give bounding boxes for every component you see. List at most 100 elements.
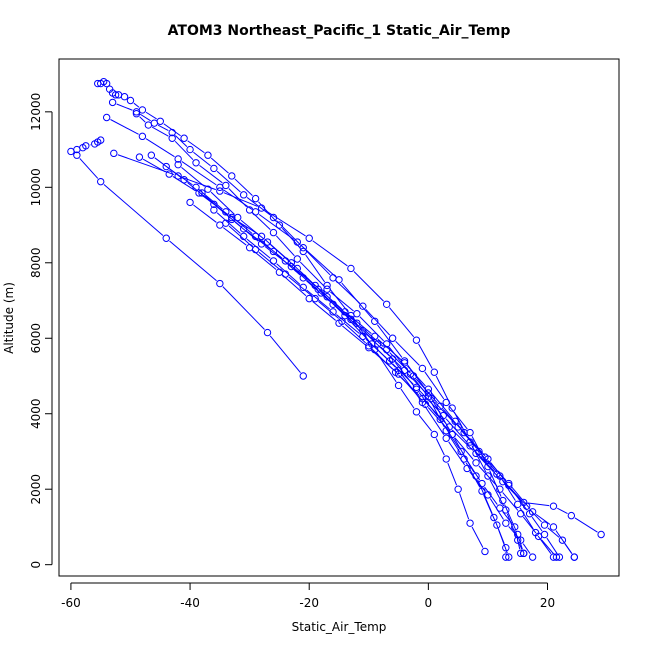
data-point xyxy=(216,279,224,288)
x-tick-label: 20 xyxy=(540,596,555,610)
data-point xyxy=(481,547,489,556)
series-6 xyxy=(132,110,513,561)
series-line-segment xyxy=(288,276,313,297)
data-point xyxy=(186,145,194,154)
data-point xyxy=(263,328,272,337)
data-point xyxy=(466,519,474,527)
series-line-segment xyxy=(445,418,468,443)
series-line-segment xyxy=(448,441,466,466)
series-8 xyxy=(147,151,525,558)
series-line-segment xyxy=(103,184,164,236)
series-line-segment xyxy=(133,102,140,108)
series-line-segment xyxy=(181,167,205,187)
series-line-segment xyxy=(481,454,498,474)
series-line-segment xyxy=(312,300,336,321)
y-tick-label: 4000 xyxy=(29,398,43,429)
series-line-segment xyxy=(459,493,470,520)
data-point xyxy=(540,521,549,529)
data-point xyxy=(132,108,141,116)
series-10 xyxy=(174,160,564,561)
series-line-segment xyxy=(139,113,151,122)
series-line-segment xyxy=(380,346,402,368)
data-point xyxy=(216,183,224,192)
series-line-segment xyxy=(169,240,217,282)
data-point xyxy=(174,160,182,169)
data-point xyxy=(534,532,543,541)
series-line-segment xyxy=(504,504,517,531)
data-point xyxy=(514,500,522,508)
data-point xyxy=(275,221,284,229)
data-point xyxy=(418,394,427,403)
data-point xyxy=(73,151,81,159)
data-point xyxy=(454,423,462,431)
data-point xyxy=(359,332,367,341)
series-line-segment xyxy=(424,401,447,425)
series-line-segment xyxy=(574,517,598,533)
series-line-segment xyxy=(258,251,283,272)
data-point xyxy=(499,477,507,486)
series-line-segment xyxy=(469,471,486,492)
series-line-segment xyxy=(294,269,319,291)
data-point xyxy=(567,511,576,520)
y-tick-label: 2000 xyxy=(29,474,43,505)
data-point xyxy=(156,117,164,125)
series-line-segment xyxy=(318,301,340,319)
data-point xyxy=(228,172,236,180)
data-point xyxy=(293,255,301,263)
data-point xyxy=(180,134,188,142)
data-point xyxy=(281,270,290,278)
data-point xyxy=(511,523,519,531)
data-point xyxy=(493,521,501,529)
series-line-segment xyxy=(199,189,223,210)
series-layer xyxy=(67,77,605,561)
data-point xyxy=(168,128,176,137)
series-line-segment xyxy=(472,448,495,472)
series-line-segment xyxy=(447,462,458,486)
data-point xyxy=(204,151,212,159)
data-point xyxy=(570,553,579,561)
data-point xyxy=(186,198,194,207)
y-tick-label: 0 xyxy=(29,561,43,569)
series-line-segment xyxy=(353,271,384,302)
series-line-segment xyxy=(174,140,194,161)
series-line-segment xyxy=(505,484,525,504)
series-line-segment xyxy=(466,435,486,457)
data-point xyxy=(147,151,156,159)
series-line-segment xyxy=(275,235,295,257)
series-line-segment xyxy=(454,437,474,460)
data-point xyxy=(448,430,456,439)
data-point xyxy=(97,136,105,144)
data-point xyxy=(391,368,400,376)
data-point xyxy=(466,428,474,437)
x-tick-label: -20 xyxy=(299,596,319,610)
y-tick-label: 8000 xyxy=(29,248,43,279)
data-point xyxy=(168,134,176,142)
data-point xyxy=(251,194,260,203)
data-point xyxy=(126,96,135,105)
series-4 xyxy=(94,77,489,556)
data-point xyxy=(442,455,450,463)
series-line-segment xyxy=(531,516,543,532)
series-line-segment xyxy=(281,227,301,249)
data-point xyxy=(442,398,450,407)
data-point xyxy=(162,162,170,171)
data-point xyxy=(382,300,391,308)
data-point xyxy=(400,357,409,365)
data-point xyxy=(400,359,409,367)
series-line-segment xyxy=(335,280,361,304)
series-line-segment xyxy=(312,240,348,267)
data-point xyxy=(442,434,450,442)
series-line-segment xyxy=(288,263,313,284)
data-point xyxy=(108,98,117,107)
data-point xyxy=(234,213,242,222)
series-line-segment xyxy=(234,178,253,197)
series-line-segment xyxy=(465,462,481,488)
y-axis: 0 2000 4000 6000 8000 10000 12000 xyxy=(29,93,53,569)
series-line-segment xyxy=(299,261,325,287)
series-line-segment xyxy=(181,161,217,186)
series-line-segment xyxy=(264,246,289,265)
series-line-segment xyxy=(460,429,483,455)
series-line-segment xyxy=(223,189,253,210)
series-line-segment xyxy=(282,274,307,297)
data-point xyxy=(67,147,75,156)
